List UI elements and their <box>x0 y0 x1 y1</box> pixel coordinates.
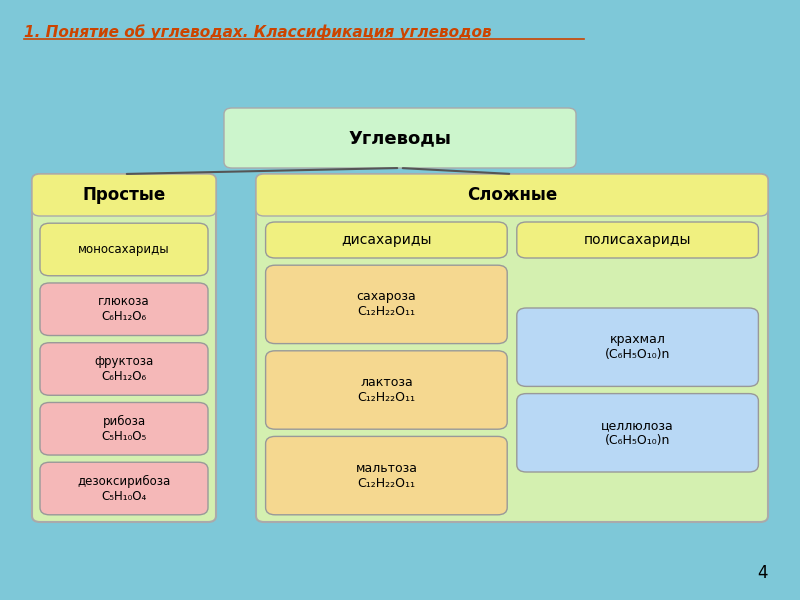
FancyBboxPatch shape <box>40 403 208 455</box>
FancyBboxPatch shape <box>224 108 576 168</box>
Text: 4: 4 <box>758 564 768 582</box>
Text: 1. Понятие об углеводах. Классификация углеводов: 1. Понятие об углеводах. Классификация у… <box>24 24 492 40</box>
Text: дезоксирибоза
C₅H₁₀O₄: дезоксирибоза C₅H₁₀O₄ <box>78 475 170 503</box>
Text: полисахариды: полисахариды <box>584 233 691 247</box>
Text: фруктоза
C₆H₁₂O₆: фруктоза C₆H₁₂O₆ <box>94 355 154 383</box>
FancyBboxPatch shape <box>266 222 507 258</box>
FancyBboxPatch shape <box>256 174 768 216</box>
Text: Сложные: Сложные <box>467 186 557 204</box>
FancyBboxPatch shape <box>517 308 758 386</box>
FancyBboxPatch shape <box>40 223 208 276</box>
FancyBboxPatch shape <box>40 283 208 335</box>
FancyBboxPatch shape <box>266 265 507 344</box>
Text: крахмал
(C₆H₅O₁₀)n: крахмал (C₆H₅O₁₀)n <box>605 333 670 361</box>
Text: рибоза
C₅H₁₀O₅: рибоза C₅H₁₀O₅ <box>102 415 146 443</box>
FancyBboxPatch shape <box>40 462 208 515</box>
FancyBboxPatch shape <box>517 222 758 258</box>
FancyBboxPatch shape <box>32 174 216 522</box>
Text: моносахариды: моносахариды <box>78 243 170 256</box>
Text: целлюлоза
(C₆H₅O₁₀)n: целлюлоза (C₆H₅O₁₀)n <box>602 419 674 447</box>
FancyBboxPatch shape <box>266 351 507 429</box>
Text: Углеводы: Углеводы <box>349 129 451 147</box>
FancyBboxPatch shape <box>40 343 208 395</box>
Text: глюкоза
C₆H₁₂O₆: глюкоза C₆H₁₂O₆ <box>98 295 150 323</box>
FancyBboxPatch shape <box>517 394 758 472</box>
FancyBboxPatch shape <box>256 174 768 522</box>
Text: лактоза
C₁₂H₂₂O₁₁: лактоза C₁₂H₂₂O₁₁ <box>358 376 415 404</box>
Text: Простые: Простые <box>82 186 166 204</box>
Text: дисахариды: дисахариды <box>341 233 432 247</box>
FancyBboxPatch shape <box>266 436 507 515</box>
Text: мальтоза
C₁₂H₂₂O₁₁: мальтоза C₁₂H₂₂O₁₁ <box>355 461 418 490</box>
Text: сахароза
C₁₂H₂₂O₁₁: сахароза C₁₂H₂₂O₁₁ <box>357 290 416 319</box>
FancyBboxPatch shape <box>32 174 216 216</box>
